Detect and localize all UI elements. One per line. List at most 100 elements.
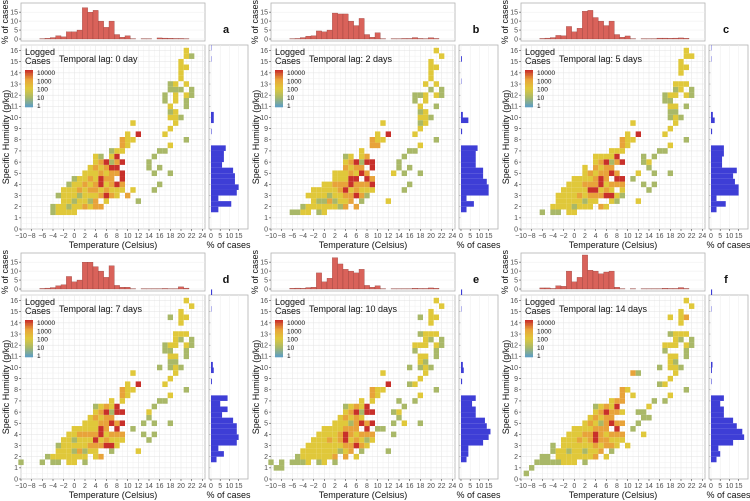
y-tick-label: 3 — [264, 193, 268, 200]
heatmap-cell — [77, 442, 83, 449]
heatmap-cell — [343, 176, 349, 182]
heatmap-cell — [678, 320, 684, 326]
heatmap-cell — [619, 387, 625, 393]
heatmap-cell — [364, 181, 370, 188]
heatmap-cell — [571, 181, 577, 188]
x-tick-label: 4 — [344, 483, 348, 490]
top-hist-bar — [353, 272, 360, 290]
top-hist-bar — [82, 7, 88, 40]
y-tick-label: 4 — [14, 432, 18, 439]
legend-colorbar-segment — [25, 344, 33, 347]
heatmap-cell — [417, 92, 423, 98]
heatmap-cell — [61, 448, 67, 454]
heatmap-cell — [582, 437, 588, 443]
y-tick-label: 16 — [10, 48, 18, 55]
heatmap-cell — [555, 459, 561, 466]
heatmap-cell — [369, 181, 375, 188]
y-tick-label: 2 — [264, 204, 268, 211]
heatmap-cell — [359, 398, 365, 404]
right-hist-bar — [211, 428, 237, 435]
y-tick-label: 8 — [14, 387, 18, 394]
y-tick-label: 3 — [514, 193, 518, 200]
heatmap-cell — [93, 181, 99, 188]
legend-colorbar-segment — [275, 91, 283, 94]
heatmap-cell — [614, 153, 620, 160]
heatmap-cell — [625, 387, 631, 393]
heatmap-cell — [162, 92, 168, 98]
x-tick-label: 20 — [677, 483, 685, 490]
legend-colorbar-segment — [275, 71, 283, 74]
heatmap-cell — [566, 209, 572, 216]
heatmap-cell — [337, 414, 343, 421]
x-tick-label: 24 — [198, 233, 206, 240]
heatmap-cell — [571, 198, 577, 204]
legend-colorbar-segment — [525, 76, 533, 79]
heatmap-cell — [151, 403, 157, 410]
heatmap-cell — [369, 164, 375, 171]
legend-label: 10000 — [37, 70, 55, 77]
heatmap-cell — [598, 159, 604, 165]
heatmap-cell — [651, 170, 657, 177]
heatmap-cell — [348, 448, 354, 454]
x-axis-label: Temperature (Celsius) — [569, 240, 658, 250]
y-tick-label: 7 — [14, 398, 18, 405]
heatmap-cell — [417, 170, 423, 177]
heatmap-cell — [412, 131, 418, 137]
heatmap-cell — [162, 131, 168, 137]
heatmap-cell — [359, 164, 365, 171]
y-tick-label: 13 — [10, 81, 18, 88]
heatmap-cell — [98, 159, 104, 165]
x-tick-label: 12 — [634, 233, 642, 240]
heatmap-cell — [77, 203, 83, 210]
y-axis-label: Specific Humidity (g/kg) — [251, 340, 261, 435]
top-hist-bar — [60, 284, 67, 290]
heatmap-cell — [327, 198, 333, 204]
right-hist-tick-label: 15 — [735, 483, 743, 490]
heatmap-cell — [566, 442, 572, 449]
heatmap-cell — [348, 153, 354, 160]
x-tick-label: 2 — [83, 483, 87, 490]
heatmap-cell — [369, 398, 375, 404]
legend-colorbar-segment — [25, 96, 33, 99]
heatmap-cell — [555, 192, 561, 199]
heatmap-cell — [662, 131, 668, 137]
heatmap-cell — [625, 131, 631, 137]
top-hist-bar — [603, 271, 610, 290]
legend-label: 1000 — [537, 328, 552, 335]
heatmap-cell — [151, 187, 157, 193]
legend-colorbar-segment — [275, 324, 283, 327]
x-tick-label: −8 — [278, 233, 286, 240]
heatmap-cell — [417, 331, 423, 337]
legend-colorbar-segment — [25, 336, 33, 339]
heatmap-cell — [321, 426, 327, 432]
heatmap-cell — [428, 64, 434, 71]
heatmap-cell — [71, 176, 77, 182]
heatmap-cell — [619, 176, 625, 182]
x-tick-label: 12 — [134, 483, 142, 490]
top-hist-bar — [82, 262, 88, 290]
top-hist-bar — [289, 288, 296, 290]
heatmap-cell — [657, 364, 663, 371]
legend-label: 10000 — [37, 320, 55, 327]
heatmap-cell — [119, 176, 125, 182]
heatmap-cell — [189, 53, 195, 59]
top-hist-y-label: % of cases — [0, 0, 10, 44]
heatmap-cell — [683, 387, 689, 393]
heatmap-cell — [593, 448, 599, 454]
heatmap-cell — [162, 342, 168, 348]
heatmap-cell — [295, 453, 301, 460]
x-axis-label: Temperature (Celsius) — [319, 240, 408, 250]
right-hist-bar — [211, 162, 223, 168]
right-hist-bar — [711, 156, 723, 163]
y-axis-label: Specific Humidity (g/kg) — [501, 90, 511, 185]
heatmap-cell — [678, 64, 684, 71]
x-tick-label: 6 — [354, 483, 358, 490]
right-hist-bar — [461, 423, 487, 429]
heatmap-cell — [598, 414, 604, 421]
heatmap-cell — [571, 203, 577, 210]
heatmap-cell — [77, 437, 83, 443]
heatmap-cell — [673, 109, 679, 115]
right-hist-bar — [711, 412, 724, 418]
heatmap-cell — [428, 314, 434, 321]
